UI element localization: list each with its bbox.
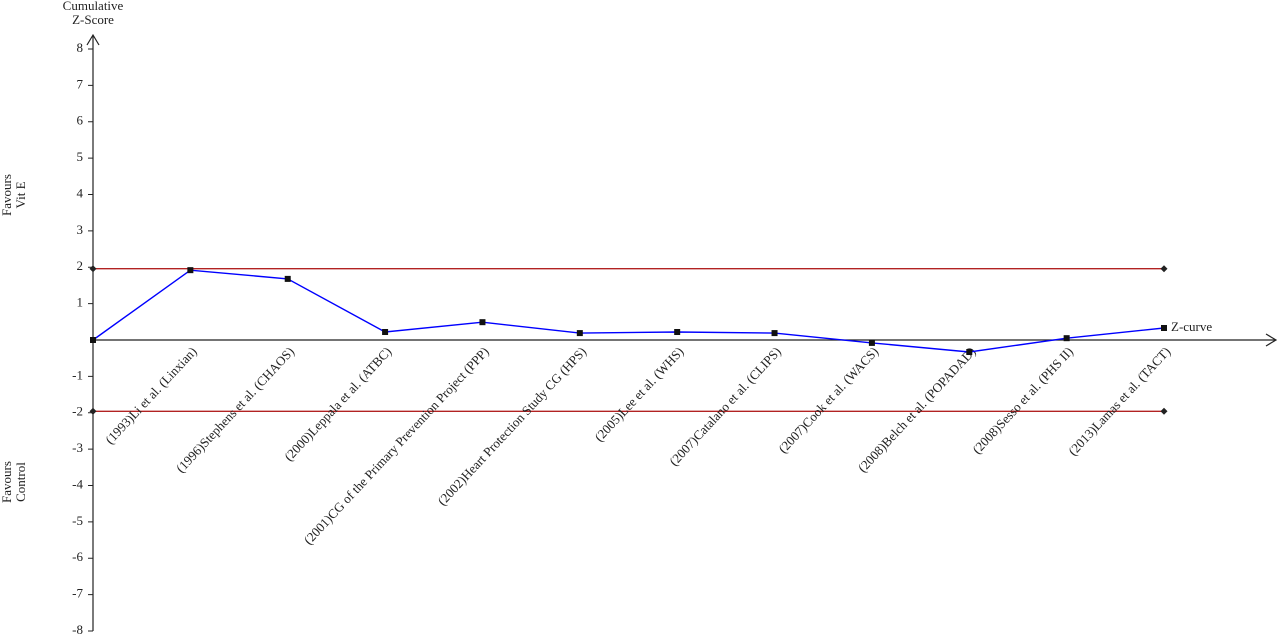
y-tick-label: 5	[77, 149, 84, 164]
y-tick-label: -4	[72, 476, 83, 491]
y-tick-label: -7	[72, 586, 83, 601]
x-tick-label: (2000)Leppala et al. (ATBC)	[281, 344, 394, 464]
data-point	[284, 275, 291, 282]
series-line	[92, 269, 1165, 353]
x-tick-label-group: (2007)Catalano et al. (CLIPS)	[666, 344, 784, 469]
data-point	[1063, 335, 1070, 342]
data-point	[771, 330, 778, 337]
y-axis-label: Cumulative	[63, 0, 124, 13]
y-tick-label: -5	[72, 513, 83, 528]
x-tick-label: (1993)Li et al. (Linxian)	[102, 344, 200, 447]
y-tick-label: -3	[72, 440, 83, 455]
y-tick-label: 6	[77, 113, 84, 128]
data-point	[966, 349, 973, 356]
y-tick-label: 1	[77, 295, 84, 310]
x-tick-label-group: (2005)Lee et al. (WHS)	[591, 344, 686, 445]
y-axis-label: Z-Score	[72, 12, 114, 27]
x-tick-label: (2008)Belch et al. (POPADAD)	[855, 344, 979, 475]
y-tick-label: -1	[72, 367, 83, 382]
x-tick-label: (2008)Sesso et al. (PHS II)	[969, 344, 1076, 457]
x-tick-label: (2005)Lee et al. (WHS)	[591, 344, 686, 445]
y-tick-label: -2	[72, 404, 83, 419]
x-tick-label-group: (1996)Stephens et al. (CHAOS)	[173, 344, 297, 476]
region-label: Control	[13, 462, 28, 502]
x-tick-label-group: (2008)Belch et al. (POPADAD)	[855, 344, 979, 475]
x-tick-label: (2007)Cook et al. (WACS)	[775, 344, 881, 456]
region-label: Favours	[0, 461, 14, 503]
data-point	[674, 328, 681, 335]
series-label: Z-curve	[1171, 319, 1212, 334]
x-axis	[93, 333, 1278, 347]
lower-region-label: Favours Control	[0, 461, 28, 503]
data-point	[576, 330, 583, 337]
x-tick-label-group: (2013)Lamas et al. (TACT)	[1065, 344, 1173, 459]
y-axis	[86, 33, 100, 631]
y-tick-label: 2	[77, 258, 84, 273]
boundary-marker	[89, 265, 97, 273]
x-tick-label-group: (2008)Sesso et al. (PHS II)	[969, 344, 1076, 457]
y-tick-label: 4	[77, 185, 84, 200]
x-tick-label-group: (2001)CG of the Primary Prevention Proje…	[301, 344, 492, 548]
x-tick-label: (1996)Stephens et al. (CHAOS)	[173, 344, 297, 476]
data-point	[479, 319, 486, 326]
x-tick-label: (2001)CG of the Primary Prevention Proje…	[301, 344, 492, 548]
x-tick-label-group: (2007)Cook et al. (WACS)	[775, 344, 881, 456]
boundary-marker	[1160, 265, 1168, 273]
data-point	[1161, 324, 1167, 331]
x-tick-label: (2013)Lamas et al. (TACT)	[1065, 344, 1173, 459]
y-tick-label: 3	[77, 222, 84, 237]
y-tick-label: -6	[72, 549, 83, 564]
y-tick-label: -8	[72, 622, 83, 637]
data-point	[868, 339, 875, 346]
x-tick-label: (2007)Catalano et al. (CLIPS)	[666, 344, 784, 469]
y-tick-label: 8	[77, 40, 84, 55]
region-label: Vit E	[13, 181, 28, 208]
data-point	[382, 328, 389, 335]
boundary-marker	[1160, 407, 1168, 415]
data-point	[90, 337, 96, 343]
boundary-marker	[89, 407, 97, 415]
x-tick-label-group: (2000)Leppala et al. (ATBC)	[281, 344, 394, 464]
y-tick-label: 7	[77, 76, 84, 91]
x-tick-label-group: (1993)Li et al. (Linxian)	[102, 344, 200, 447]
region-label: Favours	[0, 174, 14, 216]
data-point	[187, 267, 194, 274]
upper-region-label: Favours Vit E	[0, 174, 28, 216]
